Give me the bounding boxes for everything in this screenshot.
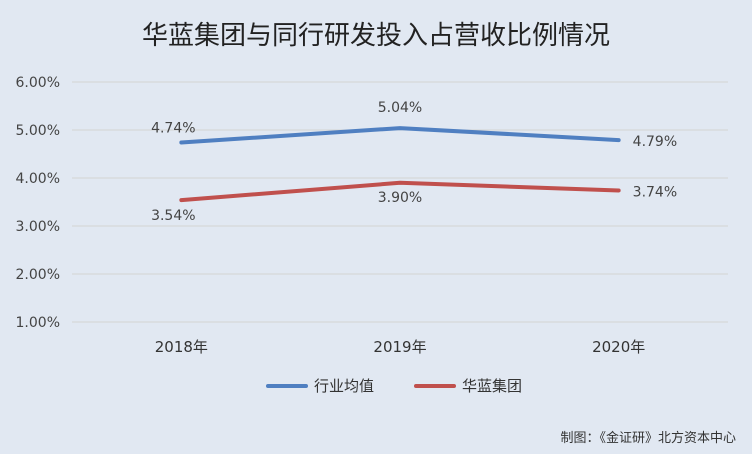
y-tick-label: 1.00%: [16, 315, 60, 331]
data-label: 4.79%: [633, 134, 677, 150]
data-label: 4.74%: [151, 120, 195, 136]
y-tick-label: 5.00%: [16, 123, 60, 139]
data-label: 5.04%: [378, 100, 422, 116]
legend-label: 华蓝集团: [462, 377, 522, 395]
y-tick-label: 4.00%: [16, 171, 60, 187]
y-tick-label: 6.00%: [16, 75, 60, 91]
plot-area: [179, 126, 621, 203]
data-labels: 4.74% 5.04% 4.79% 3.54% 3.90% 3.74%: [151, 100, 677, 224]
data-label: 3.90%: [378, 190, 422, 206]
x-tick-label: 2020年: [592, 338, 645, 356]
y-tick-label: 3.00%: [16, 219, 60, 235]
data-label: 3.74%: [633, 184, 677, 200]
legend-label: 行业均值: [314, 377, 374, 395]
chart-title: 华蓝集团与同行研发投入占营收比例情况: [142, 21, 610, 51]
y-axis: 1.00% 2.00% 3.00% 4.00% 5.00% 6.00%: [16, 75, 60, 331]
x-axis: 2018年 2019年 2020年: [155, 338, 646, 356]
source-note: 制图：《金证研》北方资本中心: [560, 430, 736, 446]
data-label: 3.54%: [151, 208, 195, 224]
series-line: [179, 180, 621, 203]
series-line: [179, 126, 621, 145]
y-tick-label: 2.00%: [16, 267, 60, 283]
x-tick-label: 2018年: [155, 338, 208, 356]
x-tick-label: 2019年: [373, 338, 426, 356]
legend: 行业均值 华蓝集团: [266, 377, 522, 395]
